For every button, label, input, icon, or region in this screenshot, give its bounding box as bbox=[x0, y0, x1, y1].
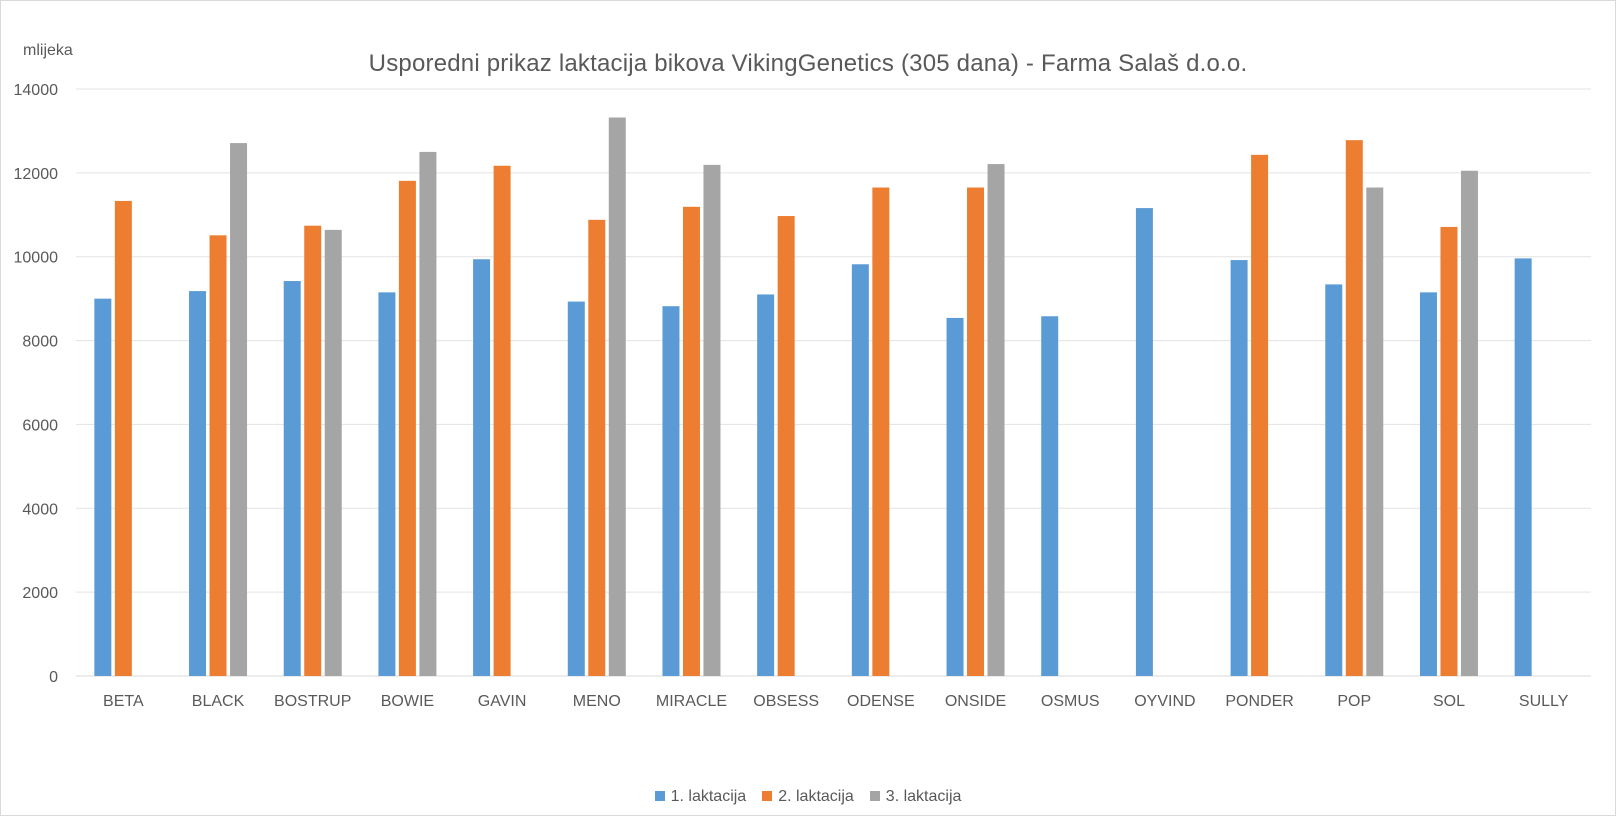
bar bbox=[703, 164, 721, 676]
legend-swatch bbox=[762, 791, 773, 801]
bar bbox=[757, 294, 775, 676]
legend-item: 1. laktacija bbox=[654, 788, 747, 806]
y-tick-label: 12000 bbox=[14, 166, 59, 183]
bar bbox=[1345, 140, 1363, 677]
legend-label: 3. laktacija bbox=[885, 788, 962, 805]
x-tick-label: ODENSE bbox=[847, 693, 915, 710]
y-tick-label: 10000 bbox=[14, 250, 59, 267]
x-tick-label: OYVIND bbox=[1134, 693, 1195, 710]
bar bbox=[946, 317, 964, 676]
bar bbox=[473, 259, 491, 676]
bar bbox=[1460, 170, 1478, 676]
bar bbox=[1419, 292, 1437, 676]
bar bbox=[304, 225, 322, 677]
x-tick-label: OSMUS bbox=[1041, 693, 1100, 710]
x-tick-label: PONDER bbox=[1225, 693, 1293, 710]
bar bbox=[872, 187, 890, 676]
bar bbox=[209, 235, 227, 676]
bar bbox=[1251, 154, 1269, 676]
x-tick-label: BETA bbox=[103, 693, 144, 710]
bars bbox=[94, 117, 1532, 677]
y-tick-label: 0 bbox=[49, 669, 58, 686]
y-tick-label: 4000 bbox=[22, 501, 58, 518]
legend: 1. laktacija 2. laktacija 3. laktacija bbox=[0, 788, 1616, 806]
bar bbox=[682, 206, 700, 677]
bar bbox=[1230, 260, 1248, 676]
bar bbox=[777, 216, 795, 676]
x-tick-label: SOL bbox=[1433, 693, 1465, 710]
bar bbox=[114, 200, 132, 676]
legend-item: 2. laktacija bbox=[762, 788, 854, 806]
bar bbox=[588, 219, 606, 676]
chart-title: Usporedni prikaz laktacija bikova Viking… bbox=[368, 50, 1248, 77]
legend-label: 1. laktacija bbox=[670, 788, 747, 805]
x-tick-label: GAVIN bbox=[478, 693, 527, 710]
x-tick-label: BOSTRUP bbox=[274, 693, 351, 710]
bar bbox=[419, 151, 437, 677]
x-tick-label: POP bbox=[1337, 693, 1371, 710]
bar bbox=[189, 291, 207, 676]
legend-swatch bbox=[654, 791, 665, 801]
bar bbox=[1366, 187, 1384, 676]
bar bbox=[1514, 258, 1532, 676]
bar bbox=[608, 117, 626, 677]
x-tick-label: BLACK bbox=[192, 693, 245, 710]
x-tick-label: SULLY bbox=[1519, 693, 1569, 710]
y-axis-label: mlijeka bbox=[23, 42, 73, 59]
bar bbox=[230, 143, 248, 676]
x-tick-label: MIRACLE bbox=[656, 693, 727, 710]
legend-swatch bbox=[869, 791, 880, 801]
x-tick-label: OBSESS bbox=[753, 693, 819, 710]
y-tick-label: 2000 bbox=[22, 585, 58, 602]
bar bbox=[324, 229, 342, 676]
gridlines bbox=[76, 88, 1591, 677]
bar bbox=[662, 306, 680, 676]
bar bbox=[94, 298, 112, 676]
x-tick-label: ONSIDE bbox=[945, 693, 1006, 710]
x-axis-ticks: BETA BLACK BOSTRUP BOWIE GAVIN MENO MIRACLE OBS… bbox=[103, 693, 1569, 710]
bar bbox=[398, 180, 416, 676]
bar bbox=[283, 281, 301, 676]
y-tick-label: 14000 bbox=[14, 82, 59, 99]
bar bbox=[1440, 226, 1458, 676]
bar bbox=[987, 164, 1005, 677]
bar bbox=[493, 165, 511, 676]
y-tick-label: 8000 bbox=[22, 334, 58, 351]
bar bbox=[1325, 284, 1343, 676]
legend-item: 3. laktacija bbox=[869, 788, 962, 806]
bar bbox=[1135, 208, 1153, 676]
bar bbox=[1041, 316, 1059, 676]
legend-label: 2. laktacija bbox=[778, 788, 854, 805]
x-tick-label: BOWIE bbox=[381, 693, 434, 710]
bar bbox=[851, 264, 869, 676]
bar bbox=[567, 301, 585, 676]
y-tick-label: 6000 bbox=[22, 417, 58, 434]
bar bbox=[378, 292, 396, 676]
bar bbox=[967, 187, 985, 676]
x-tick-label: MENO bbox=[573, 693, 621, 710]
y-axis-ticks: 0 2000 4000 6000 8000 10000 12000 14000 bbox=[14, 82, 59, 686]
